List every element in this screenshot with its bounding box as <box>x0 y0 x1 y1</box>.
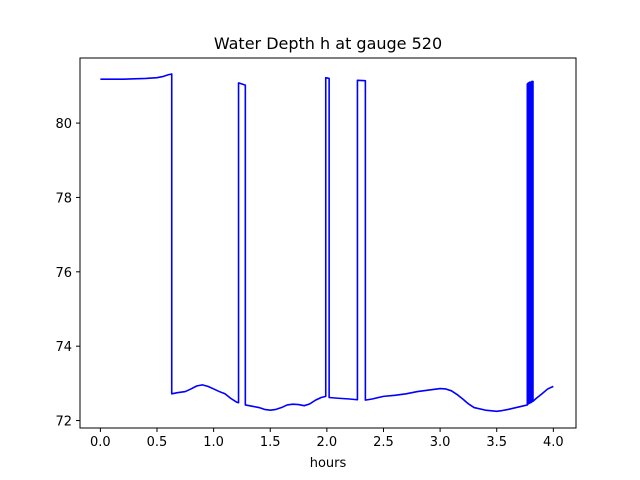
y-tick-label: 78 <box>55 191 72 206</box>
x-tick-label: 3.5 <box>486 435 507 450</box>
y-tick-label: 76 <box>55 266 72 281</box>
axes-frame <box>79 57 577 429</box>
y-tick-label: 80 <box>55 117 72 132</box>
x-tick-label: 2.5 <box>373 435 394 450</box>
x-axis-label: hours <box>310 456 347 471</box>
x-tick-label: 0.0 <box>90 435 111 450</box>
chart-title: Water Depth h at gauge 520 <box>214 34 442 53</box>
y-axis: 72 74 76 78 80 <box>55 117 80 430</box>
x-tick-label: 1.5 <box>260 435 281 450</box>
y-tick-label: 72 <box>55 415 72 430</box>
x-tick-label: 1.0 <box>203 435 224 450</box>
x-axis: 0.0 0.5 1.0 1.5 2.0 2.5 3.0 3.5 4.0 <box>90 428 564 450</box>
y-tick-label: 74 <box>55 340 72 355</box>
x-tick-label: 0.5 <box>147 435 168 450</box>
x-tick-label: 3.0 <box>430 435 451 450</box>
x-tick-label: 2.0 <box>317 435 338 450</box>
series-line <box>100 73 554 413</box>
plot-area <box>100 73 554 413</box>
x-tick-label: 4.0 <box>543 435 564 450</box>
